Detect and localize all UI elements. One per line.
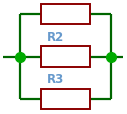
Bar <box>41 5 90 25</box>
Bar <box>41 47 90 67</box>
Text: R2: R2 <box>47 30 64 43</box>
Text: R3: R3 <box>47 73 64 86</box>
Bar <box>41 89 90 109</box>
Text: R1: R1 <box>47 0 64 1</box>
